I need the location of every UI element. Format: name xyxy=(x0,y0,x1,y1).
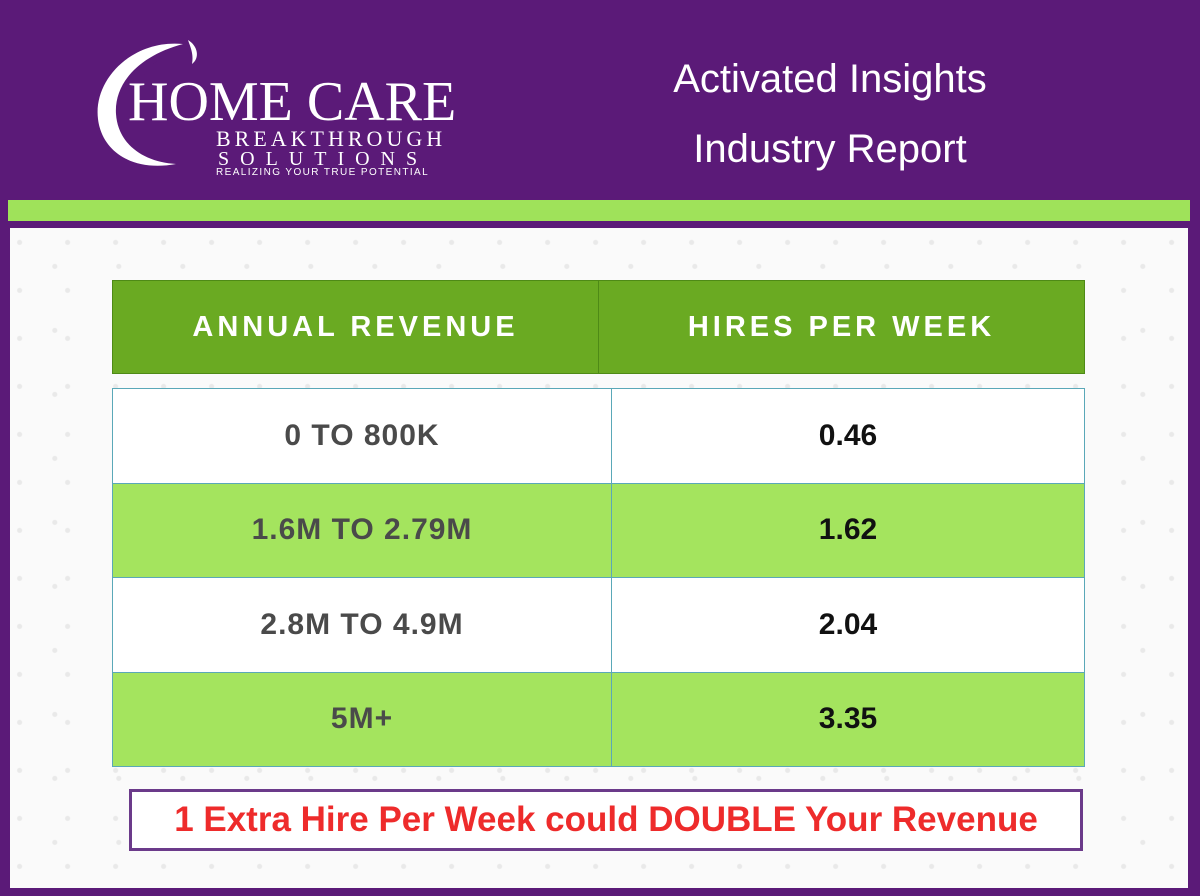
hires-cell: 3.35 xyxy=(611,672,1084,766)
header-banner: HOME CARE BREAKTHROUGH SOLUTIONS REALIZI… xyxy=(0,0,1200,200)
revenue-cell: 2.8M TO 4.9M xyxy=(260,607,464,641)
title-line2: Industry Report xyxy=(693,127,967,171)
table-row: 5M+ 3.35 xyxy=(113,671,1084,766)
accent-bar xyxy=(8,200,1190,221)
revenue-cell: 0 TO 800K xyxy=(284,418,440,452)
home-care-logo: HOME CARE BREAKTHROUGH SOLUTIONS REALIZI… xyxy=(88,34,458,184)
callout-banner: 1 Extra Hire Per Week could DOUBLE Your … xyxy=(129,789,1083,851)
revenue-table: 0 TO 800K 0.46 1.6M TO 2.79M 1.62 2.8M T… xyxy=(112,388,1085,767)
hires-cell: 2.04 xyxy=(611,578,1084,672)
revenue-cell: 1.6M TO 2.79M xyxy=(251,513,473,547)
logo-line2: BREAKTHROUGH xyxy=(216,126,447,151)
table-row: 0 TO 800K 0.46 xyxy=(113,389,1084,483)
table-header: ANNUAL REVENUE HIRES PER WEEK xyxy=(112,280,1085,374)
header-hires-per-week: HIRES PER WEEK xyxy=(598,281,1084,373)
revenue-cell: 5M+ xyxy=(330,702,394,736)
logo-wordmark: HOME CARE xyxy=(128,71,457,133)
hires-cell: 0.46 xyxy=(611,389,1084,483)
logo-line3: SOLUTIONS xyxy=(218,148,429,170)
hires-cell: 1.62 xyxy=(611,483,1084,577)
table-row: 2.8M TO 4.9M 2.04 xyxy=(113,577,1084,672)
title-line1: Activated Insights xyxy=(673,57,987,101)
report-title: Activated Insights Industry Report xyxy=(600,44,1060,184)
logo-tagline: REALIZING YOUR TRUE POTENTIAL xyxy=(216,167,430,178)
swoosh-icon xyxy=(97,40,197,166)
header-annual-revenue: ANNUAL REVENUE xyxy=(192,310,519,343)
table-row: 1.6M TO 2.79M 1.62 xyxy=(113,482,1084,577)
